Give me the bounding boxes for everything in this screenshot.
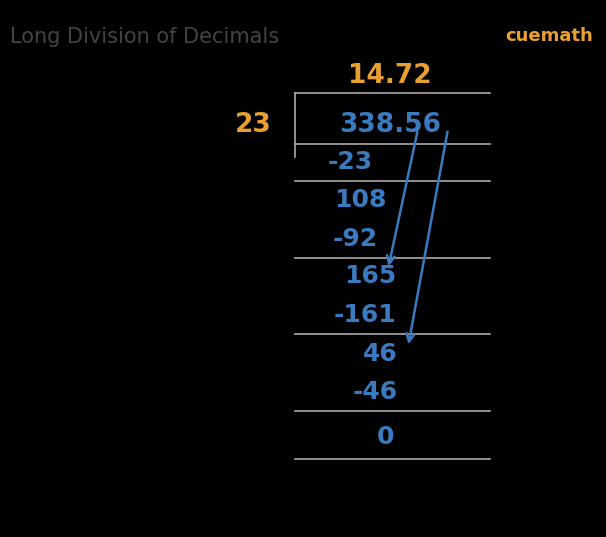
Text: 108: 108 <box>334 188 386 212</box>
Text: 0: 0 <box>376 425 394 449</box>
Text: -23: -23 <box>327 150 373 174</box>
Text: 23: 23 <box>235 112 272 138</box>
Text: -161: -161 <box>334 303 396 327</box>
Text: -46: -46 <box>353 380 398 404</box>
Text: 14.72: 14.72 <box>348 63 432 89</box>
Text: 165: 165 <box>344 264 396 288</box>
Text: 338.56: 338.56 <box>339 112 441 138</box>
Text: 🚀: 🚀 <box>452 27 468 55</box>
Text: cuemath: cuemath <box>505 27 593 45</box>
Text: -92: -92 <box>333 227 378 251</box>
Text: Long Division of Decimals: Long Division of Decimals <box>10 27 279 47</box>
Text: 46: 46 <box>362 342 398 366</box>
